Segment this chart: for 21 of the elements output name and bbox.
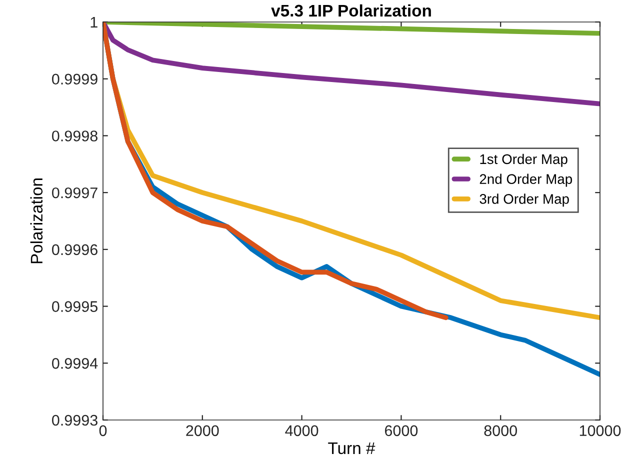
line-series [103, 22, 448, 320]
y-tick-label: 0.9995 [52, 301, 98, 312]
chart-title: v5.3 1IP Polarization [271, 4, 431, 17]
x-tick-label: 6000 [384, 425, 418, 436]
legend-label: 3rd Order Map [480, 194, 569, 207]
y-tick-label: 0.9996 [52, 244, 98, 256]
y-tick-label: 1 [90, 17, 98, 28]
y-tick-label: 0.9999 [52, 74, 98, 85]
y-tick-label: 0.9994 [52, 358, 98, 369]
y-tick-label: 0.9993 [52, 414, 98, 426]
x-tick-label: 10000 [580, 425, 621, 436]
legend-label: 1st Order Map [480, 154, 568, 167]
x-tick-label: 2000 [186, 425, 219, 436]
x-tick-label: 4000 [285, 425, 318, 436]
x-axis-title: Turn # [328, 442, 376, 454]
y-tick-label: 0.9998 [52, 130, 98, 142]
y-tick-label: 0.9997 [52, 187, 98, 198]
legend-label: 2nd Order Map [480, 174, 572, 187]
x-tick-label: 0 [99, 425, 107, 436]
y-axis-title: Polarization [30, 178, 43, 264]
x-tick-label: 8000 [484, 425, 517, 436]
